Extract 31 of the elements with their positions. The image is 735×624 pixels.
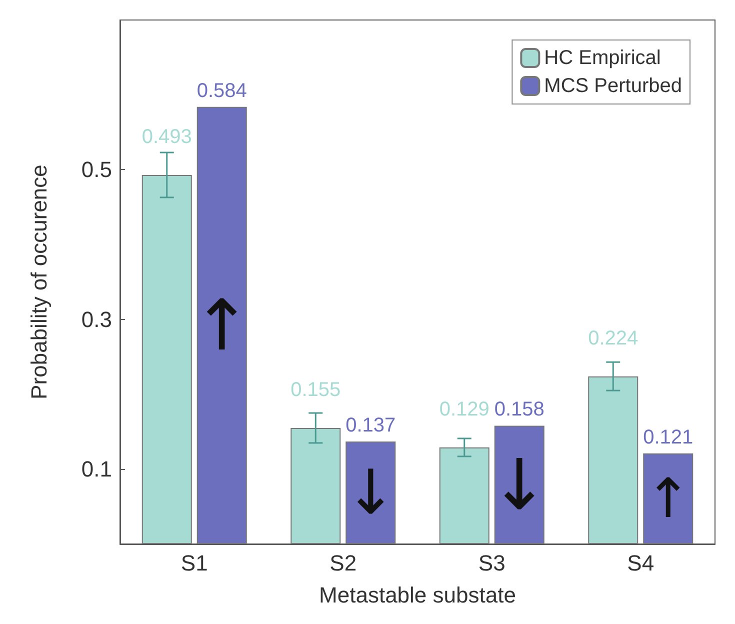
- legend-label: HC Empirical: [544, 47, 661, 69]
- y-axis-title: Probability of occurence: [26, 164, 52, 400]
- arrow-icon: ↓: [490, 444, 549, 526]
- arrow-icon: ↑: [192, 284, 252, 366]
- data-label: 0.155: [290, 378, 341, 401]
- data-label: 0.137: [346, 414, 396, 436]
- y-tick-label: 0.1: [81, 456, 112, 482]
- y-tick-label: 0.3: [81, 306, 112, 332]
- arrow-icon: ↓: [344, 456, 396, 529]
- x-tick-label: S2: [330, 550, 357, 576]
- x-tick-label: S3: [478, 550, 506, 576]
- bar: [290, 428, 341, 544]
- x-axis-title: Metastable substate: [319, 582, 516, 608]
- data-label: 0.493: [142, 126, 192, 148]
- y-tick-label: 0.5: [81, 157, 112, 182]
- legend-label: MCS Perturbed: [544, 75, 682, 97]
- bar: [196, 106, 247, 544]
- bar: [643, 453, 694, 544]
- data-label: 0.584: [196, 80, 247, 102]
- data-label: 0.121: [643, 426, 694, 448]
- data-label: 0.158: [494, 398, 544, 421]
- data-label: 0.129: [439, 398, 490, 420]
- x-tick-label: S1: [180, 550, 208, 576]
- x-tick-label: S4: [627, 550, 654, 576]
- bar: [142, 174, 192, 544]
- bar: [439, 447, 490, 544]
- data-label: 0.224: [588, 327, 638, 350]
- arrow-icon: ↑: [645, 467, 691, 530]
- bar: [346, 441, 396, 544]
- bar: [494, 426, 544, 544]
- bar: [588, 376, 638, 544]
